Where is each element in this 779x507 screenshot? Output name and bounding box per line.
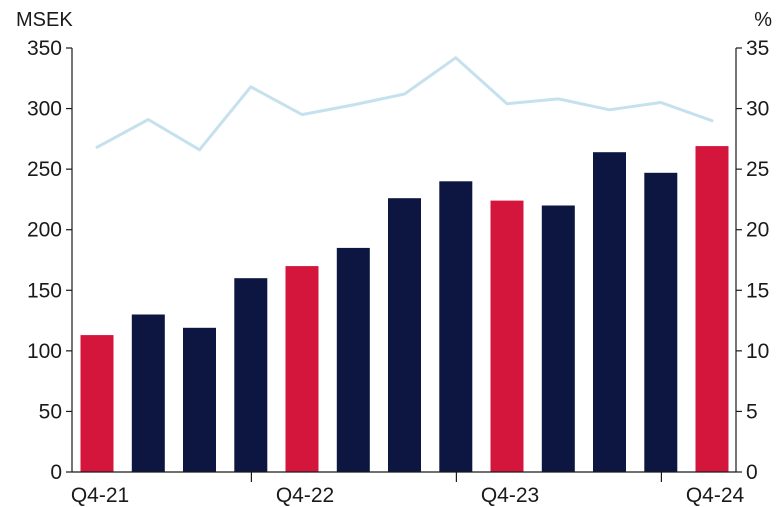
line-series [95,56,714,152]
left-axis: 0 50 100 150 200 250 300 350 [27,37,73,484]
bar-q2-22 [183,327,216,472]
bar-q2-24 [593,152,626,472]
left-tick-label: 350 [27,37,62,60]
bar-q1-23 [336,247,370,472]
x-tick-label: Q4-21 [71,484,129,507]
x-axis: Q4-21 Q4-22 Q4-23 Q4-24 [71,471,745,507]
x-tick-label: Q4-23 [481,484,539,507]
x-tick-label: Q4-24 [686,484,745,507]
margin-line [95,56,714,152]
left-tick-label: 250 [27,158,62,181]
right-tick-label: 30 [746,98,769,121]
left-tick-label: 200 [27,219,62,242]
bar-q3-22 [234,278,268,472]
bar-q2-23 [388,198,421,472]
right-tick-label: 5 [746,400,758,423]
bar-q1-24 [541,205,575,472]
x-tick-label: Q4-22 [276,484,334,507]
right-tick-label: 10 [746,340,769,363]
bar-q1-22 [131,314,165,472]
bar-q4-23 [490,200,524,472]
bar-series [80,146,729,473]
left-tick-label: 100 [27,340,62,363]
right-tick-label: 0 [746,461,758,484]
left-tick-label: 0 [50,461,62,484]
bar-q4-22 [285,266,319,472]
right-tick-label: 20 [746,219,769,242]
bar-q3-24 [644,172,678,473]
right-tick-label: 35 [746,37,769,60]
right-tick-label: 25 [746,158,769,181]
bar-q3-23 [439,181,473,473]
left-tick-label: 300 [27,98,62,121]
left-tick-label: 50 [39,400,62,423]
right-axis-unit: % [754,9,772,31]
right-tick-label: 15 [746,279,769,302]
left-tick-label: 150 [27,279,62,302]
bar-q4-24 [695,146,729,472]
right-axis: 0 5 10 15 20 25 30 35 [735,37,769,484]
bar-q4-21 [80,335,114,472]
left-axis-unit: MSEK [16,9,73,31]
